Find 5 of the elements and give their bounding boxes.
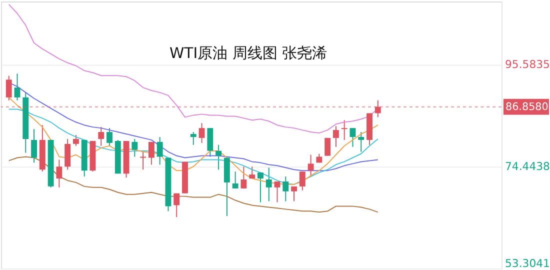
y-tick-label: 95.5835 — [504, 58, 550, 72]
text: WTI原油 周线图 张尧浠 — [170, 44, 328, 62]
y-tick-label: 53.3041 — [504, 257, 550, 270]
ref-line-label: 86.8580 — [505, 100, 548, 113]
y-tick-label: 74.4438 — [504, 160, 550, 174]
